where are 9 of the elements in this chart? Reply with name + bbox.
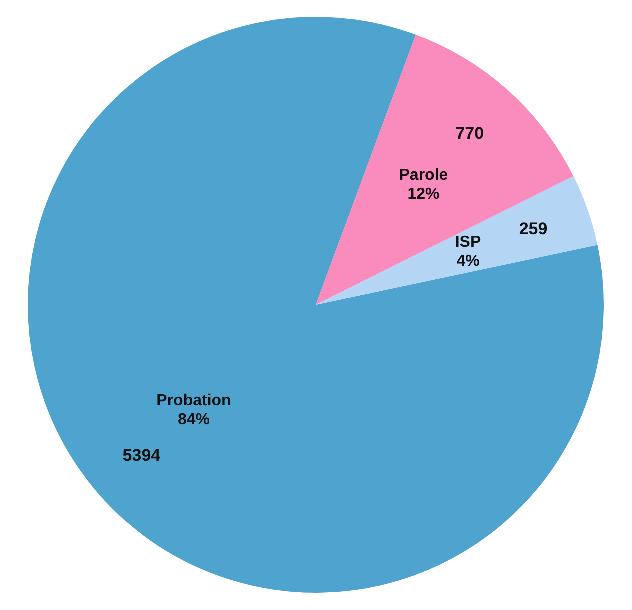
data-label: 770 xyxy=(456,124,484,144)
slice-label: Probation xyxy=(156,392,232,410)
slice-label: ISP xyxy=(455,234,482,251)
data-label: 5394 xyxy=(122,446,162,466)
data-label: 259 xyxy=(519,220,548,239)
text: 12% xyxy=(408,186,440,203)
text: 4% xyxy=(456,252,480,270)
text: 84% xyxy=(178,411,210,428)
slice-label: Parole xyxy=(399,166,448,184)
